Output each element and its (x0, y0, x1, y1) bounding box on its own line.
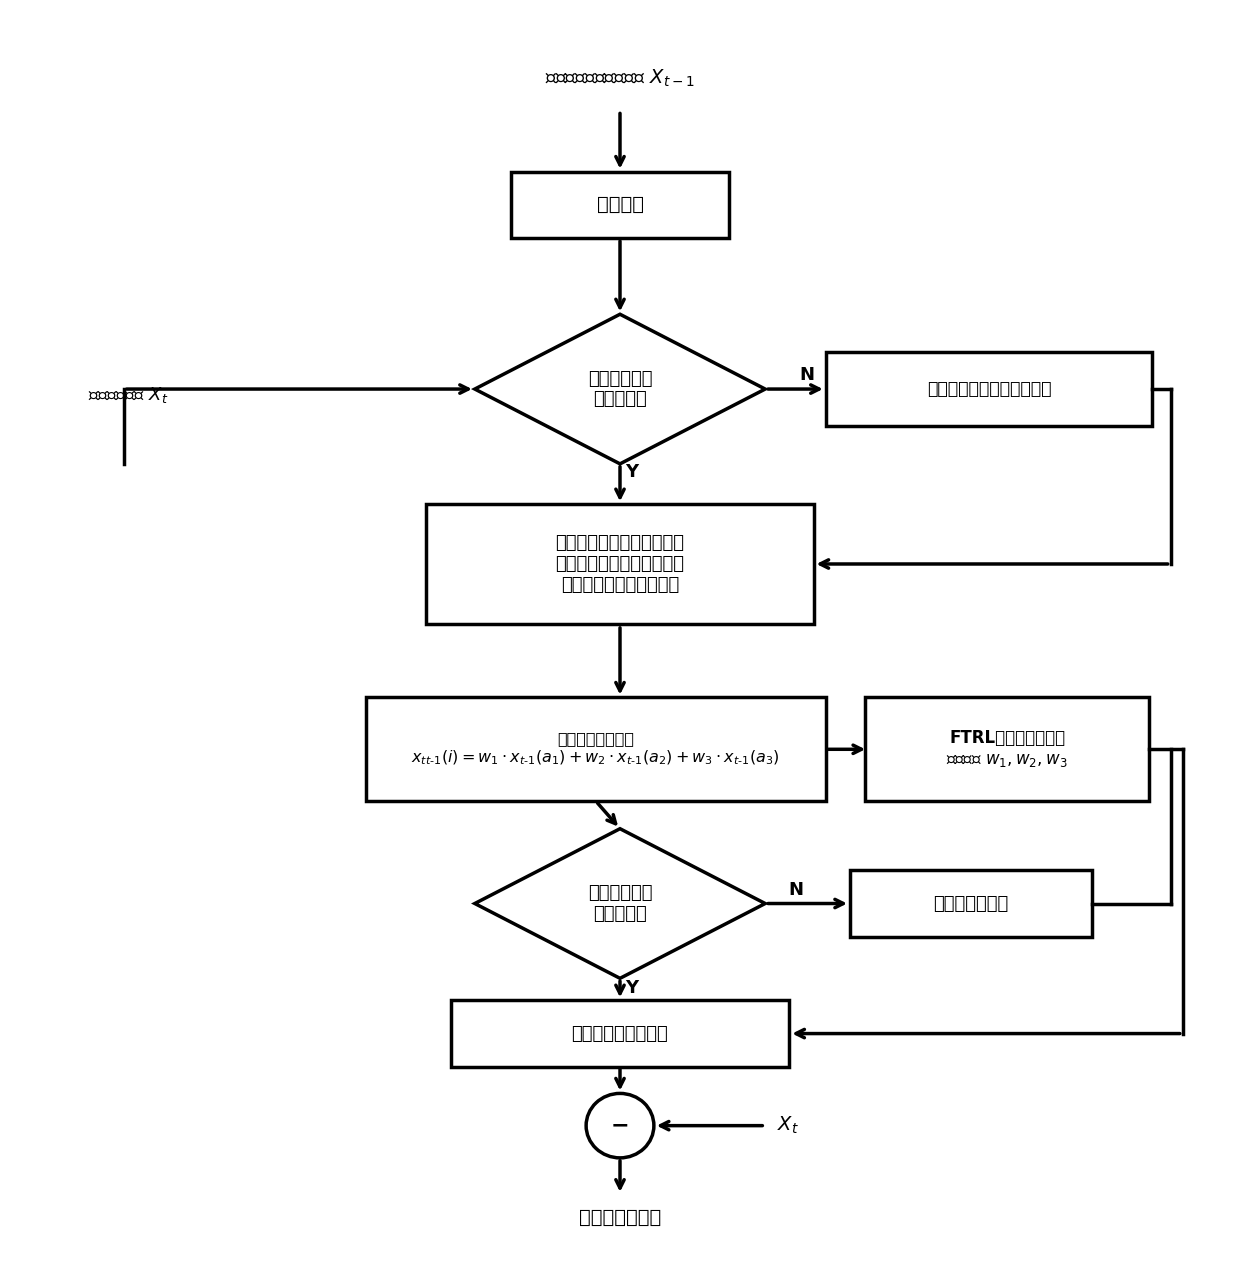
Text: 残差熵之差是
否小于阈值: 残差熵之差是 否小于阈值 (588, 885, 652, 923)
Text: 计算当前时刻像素与参考时
刻各像素的相关系数，找出
相关系数最大的三个像素: 计算当前时刻像素与参考时 刻各像素的相关系数，找出 相关系数最大的三个像素 (556, 535, 684, 593)
Text: Y: Y (625, 979, 637, 997)
Text: 当前时刻图像 $X_t$: 当前时刻图像 $X_t$ (88, 384, 167, 405)
Text: 输出：预测残差: 输出：预测残差 (579, 1208, 661, 1227)
Bar (866, 698, 1149, 801)
Bar (450, 1001, 790, 1067)
Text: 参考时间片加一: 参考时间片加一 (934, 895, 1008, 913)
Text: N: N (789, 881, 804, 899)
Text: 该像素预测值为初始预测值: 该像素预测值为初始预测值 (926, 381, 1052, 398)
Text: 初始预测: 初始预测 (596, 195, 644, 214)
Bar (427, 504, 813, 625)
Text: $X_t$: $X_t$ (777, 1115, 800, 1137)
Bar (849, 871, 1092, 937)
Text: FTRL在线学习算法求
预测系数 $w_1, w_2, w_3$: FTRL在线学习算法求 预测系数 $w_1, w_2, w_3$ (946, 729, 1068, 769)
Bar (826, 351, 1152, 426)
Text: 最优参考时间片预测: 最优参考时间片预测 (572, 1025, 668, 1043)
Text: N: N (799, 367, 815, 384)
Bar (366, 698, 826, 801)
Text: 输入：各时刻参考图像 $X_{t-1}$: 输入：各时刻参考图像 $X_{t-1}$ (546, 67, 694, 89)
Text: 建立线性预测模型
$x_{tt\text{-}1}(i) = w_1 \cdot x_{t\text{-}1}(a_1) + w_2 \cdot x_{t\te: 建立线性预测模型 $x_{tt\text{-}1}(i) = w_1 \cdot… (412, 731, 780, 768)
Text: −: − (610, 1115, 630, 1136)
Text: Y: Y (625, 463, 637, 481)
Bar (511, 172, 729, 238)
Text: 各像素误差是
否大于阈值: 各像素误差是 否大于阈值 (588, 369, 652, 409)
